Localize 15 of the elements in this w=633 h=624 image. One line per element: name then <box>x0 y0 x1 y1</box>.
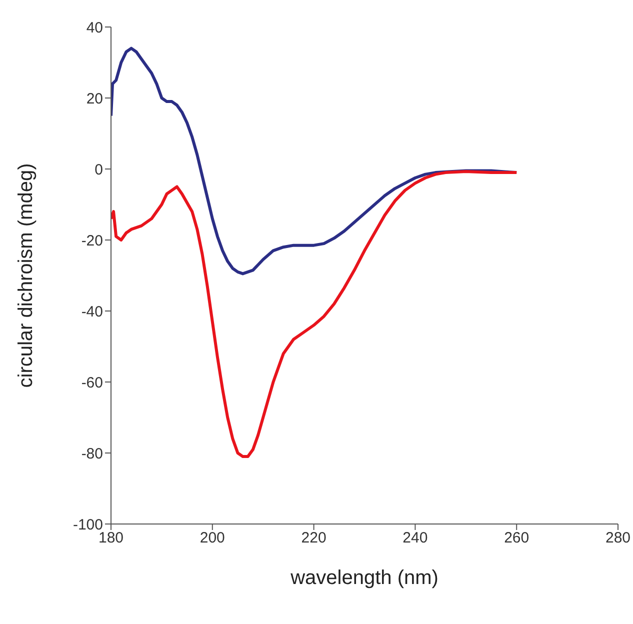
y-tick-label: -60 <box>81 374 103 392</box>
y-tick-label: 0 <box>94 161 103 178</box>
y-tick-label: 20 <box>86 90 103 108</box>
x-tick-label: 260 <box>504 530 530 547</box>
x-tick-label: 200 <box>200 530 225 547</box>
x-tick-label: 240 <box>402 530 428 547</box>
y-tick-label: -40 <box>81 303 103 320</box>
y-tick-label: 40 <box>86 19 103 36</box>
x-axis-title: wavelength (nm) <box>290 567 438 589</box>
x-tick-label: 280 <box>605 530 631 547</box>
line-series <box>111 170 518 458</box>
x-tick-label: 220 <box>301 530 326 547</box>
y-tick-label: -20 <box>81 232 103 250</box>
y-tick-label: -80 <box>81 445 103 462</box>
y-axis-title: circular dichroism (mdeg) <box>15 163 37 388</box>
